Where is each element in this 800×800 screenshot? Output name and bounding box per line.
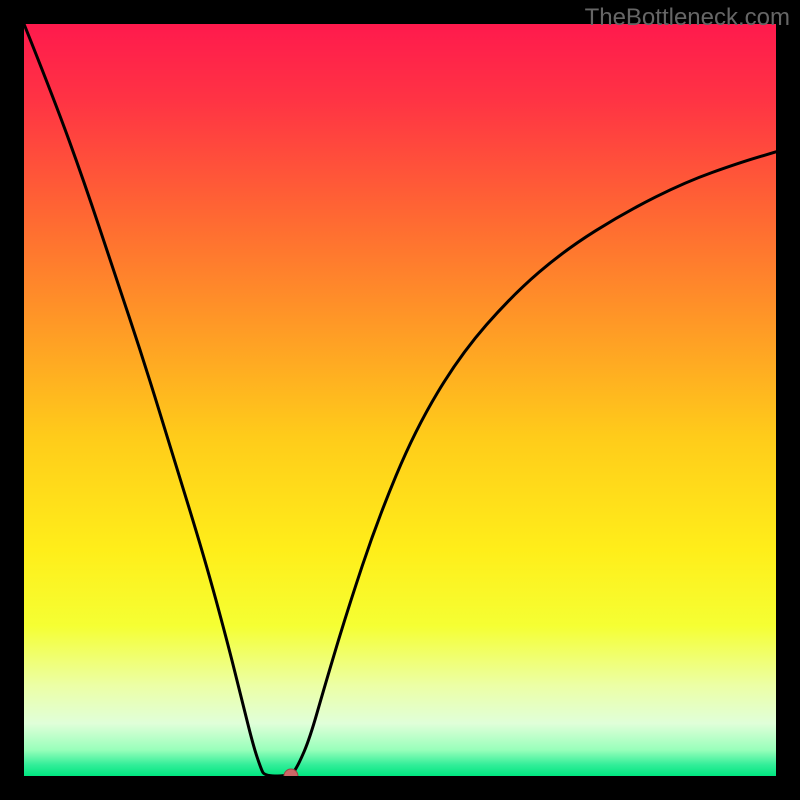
plot-area: [24, 24, 776, 776]
bottleneck-curve: [24, 24, 776, 776]
curve-path: [24, 24, 776, 776]
source-watermark: TheBottleneck.com: [585, 4, 790, 32]
